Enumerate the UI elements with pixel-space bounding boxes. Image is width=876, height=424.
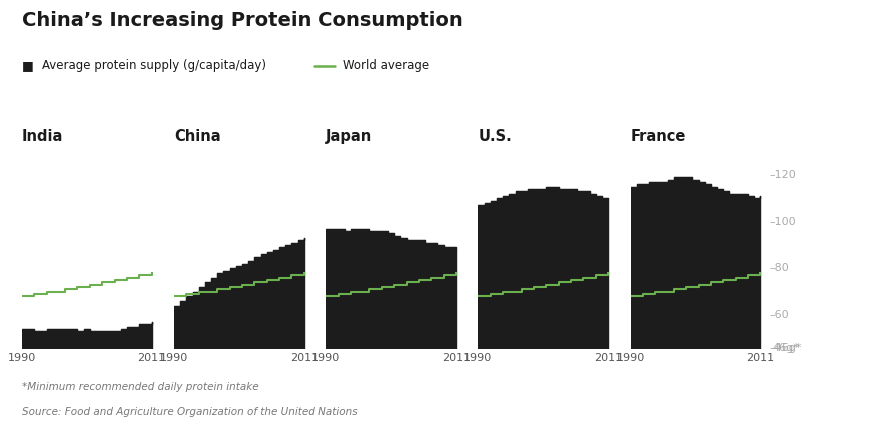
Text: China’s Increasing Protein Consumption: China’s Increasing Protein Consumption [22,11,463,30]
Text: –100: –100 [769,217,795,227]
Text: ■: ■ [22,59,33,72]
Text: Japan: Japan [326,129,372,144]
Text: –60: –60 [769,310,788,320]
Text: Average protein supply (g/capita/day): Average protein supply (g/capita/day) [42,59,266,72]
Text: U.S.: U.S. [478,129,512,144]
Text: 46g*: 46g* [772,343,799,353]
Text: –120: –120 [769,170,796,180]
Text: Source: Food and Agriculture Organization of the United Nations: Source: Food and Agriculture Organizatio… [22,407,357,417]
Text: *Minimum recommended daily protein intake: *Minimum recommended daily protein intak… [22,382,258,392]
Text: –80: –80 [769,263,789,273]
Text: –46g*: –46g* [769,343,802,353]
Text: World average: World average [343,59,429,72]
Text: China: China [174,129,221,144]
Text: France: France [631,129,686,144]
Text: India: India [22,129,63,144]
